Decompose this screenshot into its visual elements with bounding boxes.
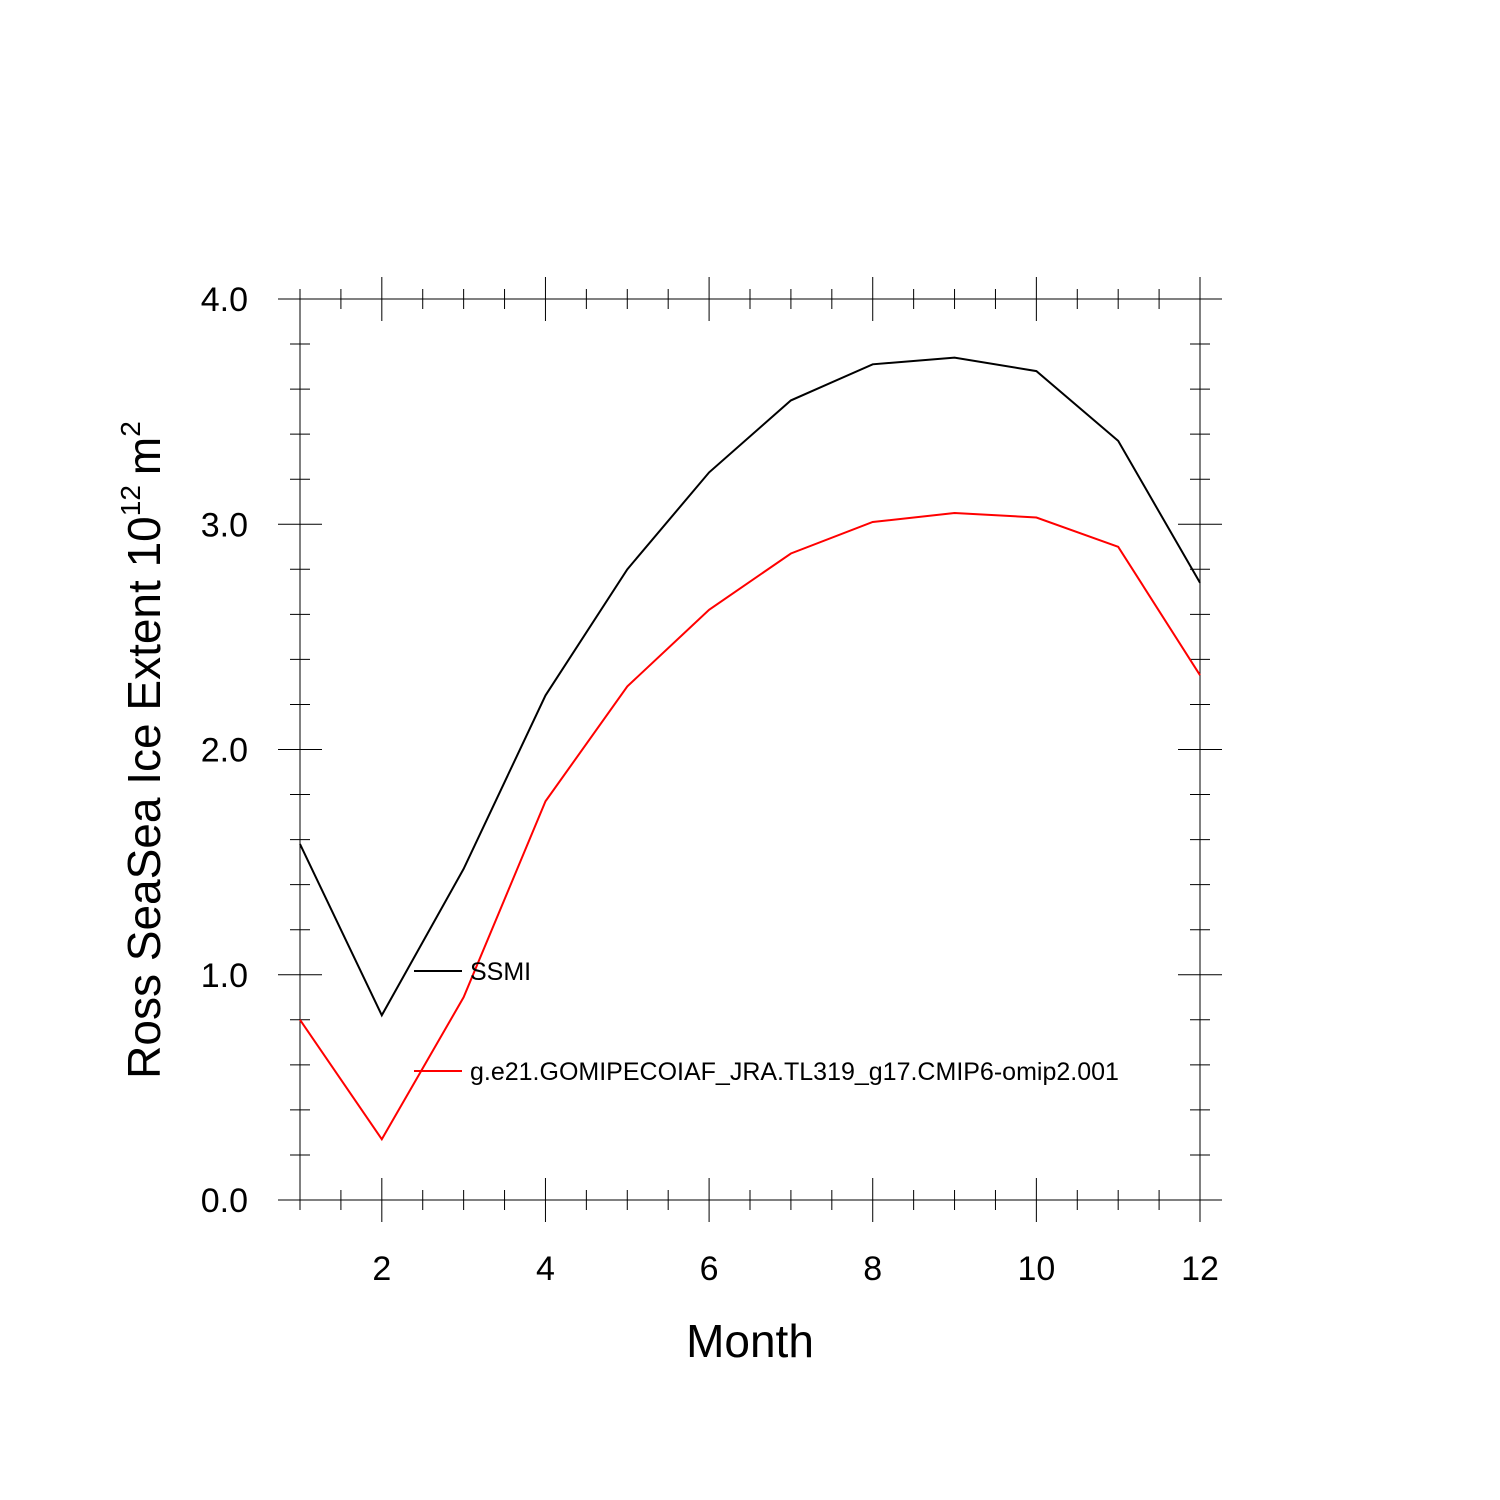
y-tick-label: 0.0 — [201, 1182, 248, 1220]
series-line-2 — [299, 511, 1201, 1142]
x-tick-label: 4 — [536, 1250, 555, 1288]
y-tick-labels: 0.0 1.0 2.0 3.0 4.0 — [201, 281, 248, 1220]
y-tick-label: 1.0 — [201, 957, 248, 995]
x-tick-label: 12 — [1181, 1250, 1219, 1288]
x-tick-label: 10 — [1017, 1250, 1055, 1288]
x-axis-title: Month — [686, 1315, 814, 1367]
series-line-1 — [299, 356, 1201, 1018]
y-axis-title-unit: m — [118, 437, 170, 475]
series-lines — [299, 356, 1201, 1142]
legend-label-2: g.e21.GOMIPECOIAF_JRA.TL319_g17.CMIP6-om… — [470, 1058, 1119, 1086]
y-axis-title: Ross SeaSea Ice Extent 1012 m2 — [115, 421, 170, 1079]
x-tick-labels: 2 4 6 8 10 12 — [372, 1250, 1219, 1288]
y-tick-label: 2.0 — [201, 732, 248, 770]
y-axis-title-unit-exponent: 2 — [115, 421, 146, 437]
y-axis-title-main: Ross SeaSea Ice Extent 10 — [118, 516, 170, 1079]
x-tick-label: 6 — [700, 1250, 719, 1288]
y-tick-label: 4.0 — [201, 281, 248, 319]
y-tick-label: 3.0 — [201, 506, 248, 544]
axis-ticks — [278, 277, 1222, 1222]
legend-label-1: SSMI — [470, 958, 531, 986]
x-tick-label: 8 — [863, 1250, 882, 1288]
x-tick-label: 2 — [372, 1250, 391, 1288]
y-axis-title-exponent: 12 — [115, 485, 146, 516]
legend: SSMI g.e21.GOMIPECOIAF_JRA.TL319_g17.CMIP… — [414, 958, 1119, 1086]
